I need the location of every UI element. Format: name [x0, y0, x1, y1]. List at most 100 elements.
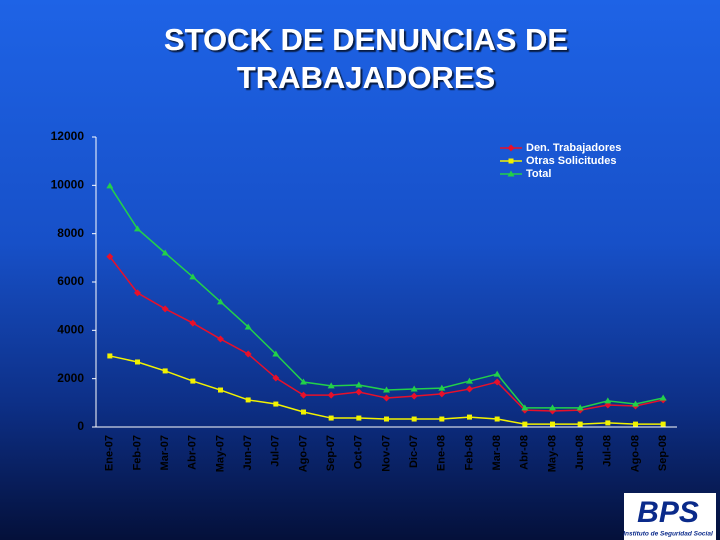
marker [244, 350, 252, 358]
marker [604, 397, 612, 404]
x-tick-label: Feb-08 [463, 435, 475, 470]
marker [327, 382, 335, 389]
legend-label: Total [526, 168, 551, 180]
x-tick-label: Abr-07 [187, 435, 199, 470]
title-line: STOCK DE DENUNCIAS DE [164, 22, 568, 57]
x-tick-label: Feb-07 [131, 435, 143, 470]
marker [521, 404, 529, 411]
marker [106, 253, 114, 261]
marker [467, 414, 472, 420]
marker [356, 415, 362, 421]
marker [494, 416, 500, 422]
series-line [109, 185, 664, 409]
marker [493, 370, 501, 377]
marker [272, 350, 280, 357]
x-tick-label: Nov-07 [380, 435, 392, 472]
x-tick-label: Jul-07 [270, 435, 282, 467]
marker [327, 391, 335, 399]
y-tick-label: 0 [77, 419, 84, 433]
x-tick-label: Abr-08 [519, 435, 531, 470]
marker [135, 359, 140, 365]
marker [549, 404, 556, 411]
marker [633, 421, 638, 427]
x-tick-label: Jul-08 [602, 435, 614, 467]
marker [217, 298, 224, 305]
marker [439, 416, 445, 422]
x-tick-label: Ago-07 [297, 435, 309, 472]
marker [576, 404, 584, 411]
marker [273, 401, 279, 407]
marker [411, 416, 417, 422]
marker [410, 392, 418, 400]
marker [134, 289, 141, 297]
y-tick-label: 6000 [57, 274, 84, 288]
x-tick-label: Ene-07 [104, 435, 116, 471]
title-line: TRABAJADORES [237, 60, 495, 95]
marker [217, 335, 224, 343]
marker [189, 319, 197, 327]
x-tick-label: Ago-08 [629, 435, 641, 472]
marker [493, 378, 501, 386]
marker [134, 225, 141, 232]
legend-label: Den. Trabajadores [526, 142, 621, 154]
marker [244, 323, 252, 330]
marker [410, 385, 418, 392]
x-tick-label: Sep-08 [657, 435, 669, 471]
marker [550, 421, 555, 427]
marker [218, 387, 223, 393]
marker [190, 378, 196, 384]
marker [466, 385, 473, 393]
logo-subtitle: Instituto de Seguridad Social [623, 531, 713, 538]
marker [161, 305, 169, 313]
x-tick-label: Sep-07 [325, 435, 337, 471]
y-tick-label: 12000 [51, 129, 85, 143]
marker [508, 158, 514, 164]
marker [383, 394, 390, 402]
x-tick-label: Jun-08 [574, 435, 586, 470]
legend-label: Otras Solicitudes [526, 155, 616, 167]
x-tick-label: Mar-08 [491, 435, 503, 470]
marker [659, 394, 667, 401]
marker [245, 397, 251, 403]
y-tick-label: 4000 [57, 323, 84, 337]
marker [300, 378, 307, 385]
marker [383, 386, 390, 393]
marker [466, 377, 473, 384]
marker [507, 144, 515, 152]
marker [272, 374, 280, 382]
marker [189, 273, 197, 280]
y-tick-label: 8000 [57, 226, 84, 240]
marker [301, 409, 306, 415]
y-tick-label: 2000 [57, 371, 84, 385]
marker [106, 182, 114, 189]
marker [355, 381, 363, 388]
marker [384, 416, 389, 422]
marker [632, 400, 639, 407]
x-tick-label: May-08 [546, 435, 558, 472]
x-tick-label: Oct-07 [353, 435, 365, 469]
x-tick-label: Ene-08 [436, 435, 448, 471]
marker [355, 388, 363, 396]
chart-title: STOCK DE DENUNCIAS DE TRABAJADORES [164, 22, 568, 95]
marker [605, 420, 611, 426]
marker [328, 415, 334, 421]
y-tick-label: 10000 [51, 178, 85, 192]
marker [300, 391, 307, 399]
marker [438, 390, 446, 398]
x-tick-label: Dic-07 [408, 435, 420, 468]
marker [577, 421, 583, 427]
marker [438, 384, 446, 391]
marker [162, 368, 168, 374]
x-tick-label: Mar-07 [159, 435, 171, 470]
marker [107, 353, 113, 359]
logo-text: BPS [637, 496, 699, 529]
marker [522, 421, 528, 427]
marker [161, 249, 169, 256]
x-tick-label: May-07 [214, 435, 226, 472]
logo-box [624, 493, 716, 540]
x-tick-label: Jun-07 [242, 435, 254, 470]
marker [660, 421, 666, 427]
marker [507, 170, 515, 177]
